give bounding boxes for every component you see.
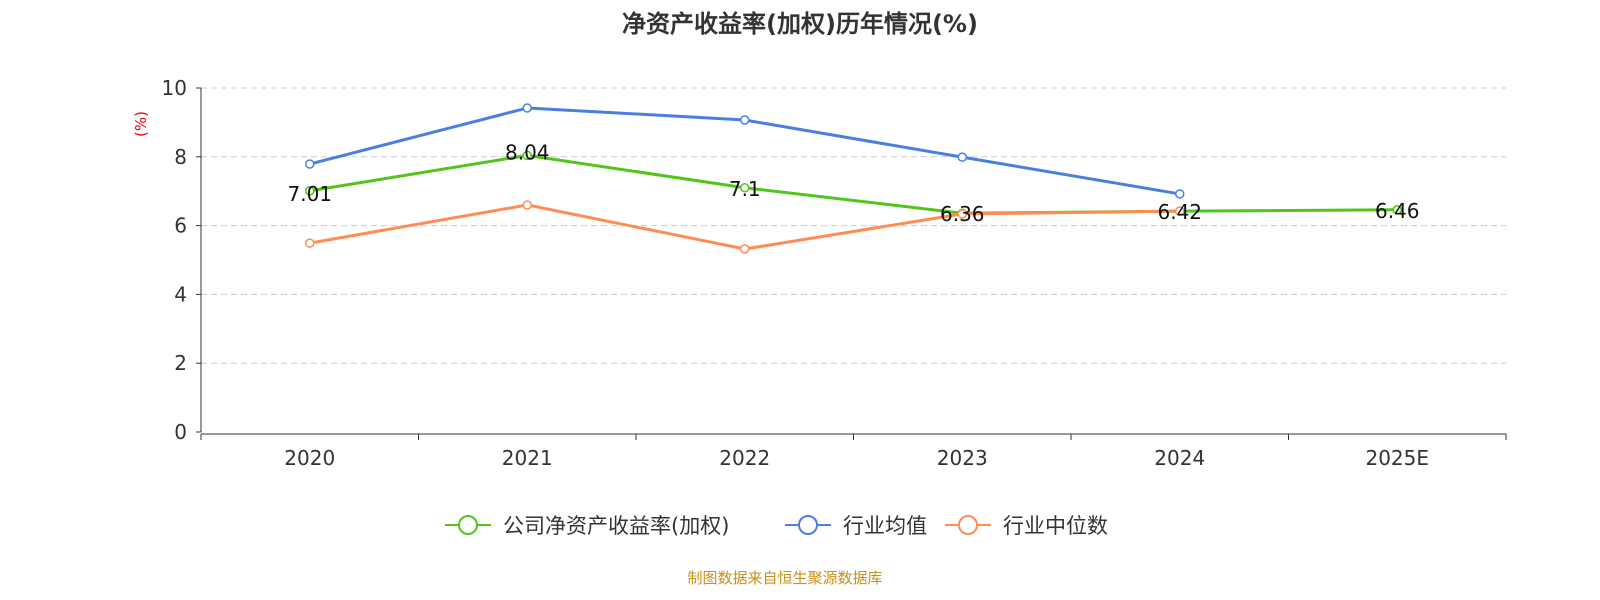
data-label: 6.46 bbox=[1375, 199, 1420, 223]
series-line bbox=[309, 203, 1180, 251]
data-point bbox=[957, 152, 967, 162]
data-point bbox=[740, 183, 750, 193]
data-point bbox=[740, 115, 750, 125]
series-line bbox=[309, 153, 1398, 215]
x-tick-label: 2022 bbox=[719, 446, 770, 470]
x-tick-label: 2021 bbox=[502, 446, 553, 470]
legend-label: 行业中位数 bbox=[1003, 514, 1108, 538]
x-tick-label: 2023 bbox=[937, 446, 988, 470]
x-tick-label: 2025E bbox=[1365, 446, 1429, 470]
data-point bbox=[522, 200, 532, 210]
data-point bbox=[1175, 189, 1185, 199]
data-label: 6.36 bbox=[940, 202, 985, 226]
y-tick-label: 6 bbox=[174, 214, 187, 238]
data-point bbox=[522, 103, 532, 113]
data-label: 7.1 bbox=[729, 177, 761, 201]
y-tick-label: 8 bbox=[174, 145, 187, 169]
x-tick-label: 2020 bbox=[284, 446, 335, 470]
legend-label: 行业均值 bbox=[843, 514, 927, 538]
data-point bbox=[1392, 205, 1402, 215]
data-label: 6.42 bbox=[1157, 200, 1202, 224]
data-label: 7.01 bbox=[287, 182, 332, 206]
y-tick-label: 2 bbox=[174, 351, 187, 375]
data-point bbox=[1175, 206, 1185, 216]
data-point bbox=[305, 186, 315, 196]
legend-label: 公司净资产收益率(加权) bbox=[503, 514, 729, 538]
legend-marker bbox=[798, 515, 818, 535]
x-tick-label: 2024 bbox=[1154, 446, 1205, 470]
data-point bbox=[740, 244, 750, 254]
source-note: 制图数据来自恒生聚源数据库 bbox=[687, 569, 882, 587]
data-point bbox=[305, 159, 315, 169]
chart-title: 净资产收益率(加权)历年情况(%) bbox=[622, 10, 978, 38]
data-label: 8.04 bbox=[505, 140, 550, 164]
data-point bbox=[957, 209, 967, 219]
y-tick-label: 4 bbox=[174, 282, 187, 306]
data-point bbox=[305, 238, 315, 248]
data-point bbox=[522, 150, 532, 161]
y-tick-label: 0 bbox=[174, 420, 187, 444]
y-axis-label: (%) bbox=[132, 111, 150, 137]
legend-marker bbox=[458, 515, 478, 535]
y-tick-label: 10 bbox=[162, 76, 187, 100]
legend-marker bbox=[958, 515, 978, 535]
